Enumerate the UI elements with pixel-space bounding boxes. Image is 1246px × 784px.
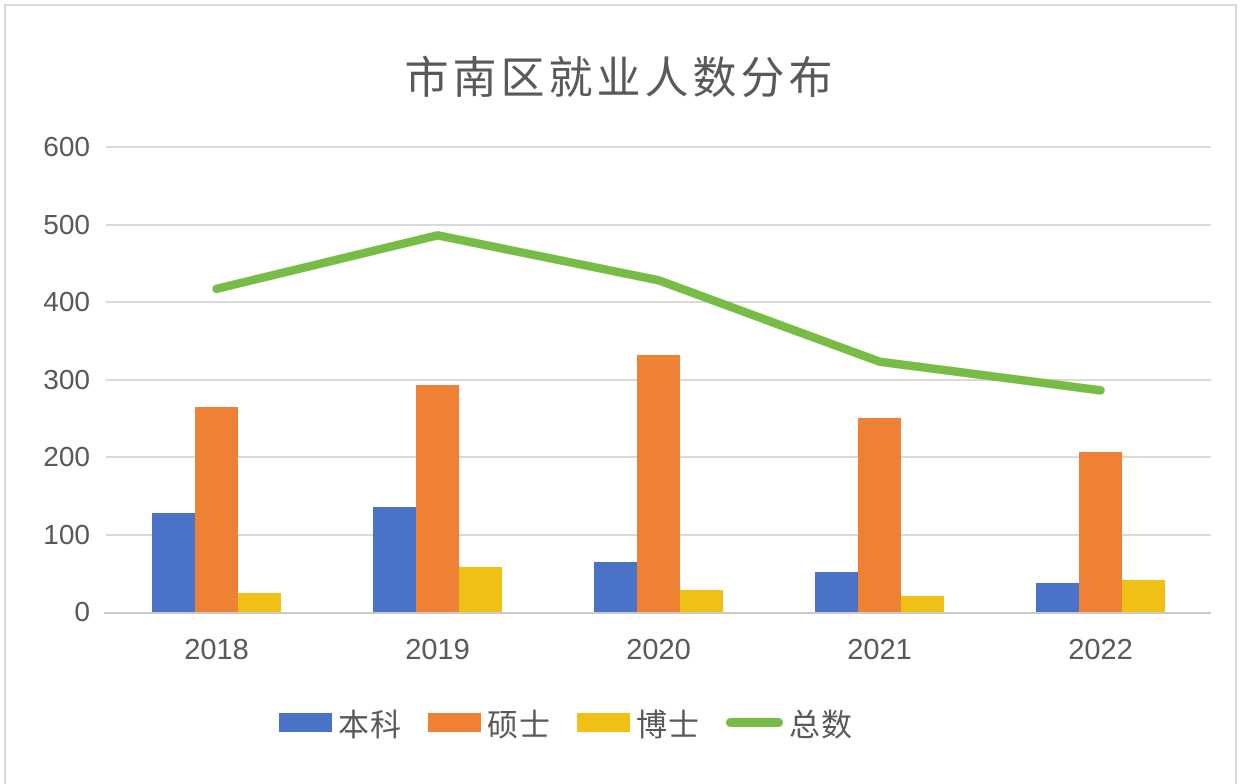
bar-master-2019 bbox=[416, 384, 459, 612]
bar-doctor-2021 bbox=[901, 595, 944, 612]
x-axis-label-2022: 2022 bbox=[1068, 634, 1133, 666]
legend-label-master: 硕士 bbox=[487, 707, 551, 743]
chart-title: 市南区就业人数分布 bbox=[404, 54, 837, 103]
bar-master-2022 bbox=[1079, 451, 1122, 612]
x-axis-label-2018: 2018 bbox=[184, 634, 249, 666]
bar-master-2021 bbox=[858, 418, 901, 612]
bar-bachelor-2021 bbox=[815, 572, 858, 612]
gridline-600 bbox=[106, 146, 1211, 148]
legend-label-doctor: 博士 bbox=[636, 707, 700, 743]
bar-bachelor-2022 bbox=[1036, 582, 1079, 612]
y-tick-label-200: 200 bbox=[43, 441, 90, 472]
x-axis-label-2021: 2021 bbox=[847, 634, 912, 666]
legend-item-doctor: 博士 bbox=[577, 700, 700, 745]
y-tick-label-100: 100 bbox=[43, 518, 90, 550]
bar-master-2018 bbox=[195, 407, 238, 612]
legend-swatch-master-icon bbox=[428, 712, 481, 732]
x-axis-line bbox=[104, 612, 1211, 614]
y-tick-label-600: 600 bbox=[43, 131, 90, 162]
bar-doctor-2019 bbox=[459, 567, 502, 612]
bar-doctor-2022 bbox=[1122, 580, 1165, 612]
legend-item-bachelor: 本科 bbox=[279, 700, 402, 745]
chart-frame: 市南区就业人数分布 0 100 200 300 400 500 600 2018 2019 20… bbox=[4, 4, 1237, 784]
bar-bachelor-2018 bbox=[152, 512, 195, 612]
bar-doctor-2020 bbox=[680, 590, 723, 612]
legend-item-total: 总数 bbox=[726, 700, 853, 745]
bar-master-2020 bbox=[637, 354, 680, 612]
plot-area bbox=[104, 146, 1211, 614]
total-line bbox=[212, 231, 1105, 395]
legend-label-total: 总数 bbox=[789, 707, 853, 743]
legend-swatch-bachelor-icon bbox=[279, 712, 332, 732]
legend-label-bachelor: 本科 bbox=[338, 707, 402, 743]
bar-bachelor-2020 bbox=[594, 561, 637, 612]
legend-line-total-icon bbox=[726, 717, 783, 727]
x-axis-label-2020: 2020 bbox=[626, 634, 691, 666]
gridline-400 bbox=[106, 301, 1211, 303]
y-tick-label-0: 0 bbox=[74, 596, 90, 627]
gridline-500 bbox=[106, 223, 1211, 226]
legend-item-master: 硕士 bbox=[428, 700, 551, 745]
total-polyline bbox=[212, 231, 1105, 395]
bar-bachelor-2019 bbox=[373, 507, 416, 612]
legend-swatch-doctor-icon bbox=[577, 712, 630, 732]
y-tick-label-400: 400 bbox=[43, 286, 90, 317]
bar-doctor-2018 bbox=[238, 592, 281, 612]
x-axis-label-2019: 2019 bbox=[405, 634, 470, 666]
y-tick-label-500: 500 bbox=[43, 208, 90, 240]
y-tick-label-300: 300 bbox=[43, 363, 90, 395]
legend: 本科 硕士 博士 总数 bbox=[6, 701, 1126, 743]
